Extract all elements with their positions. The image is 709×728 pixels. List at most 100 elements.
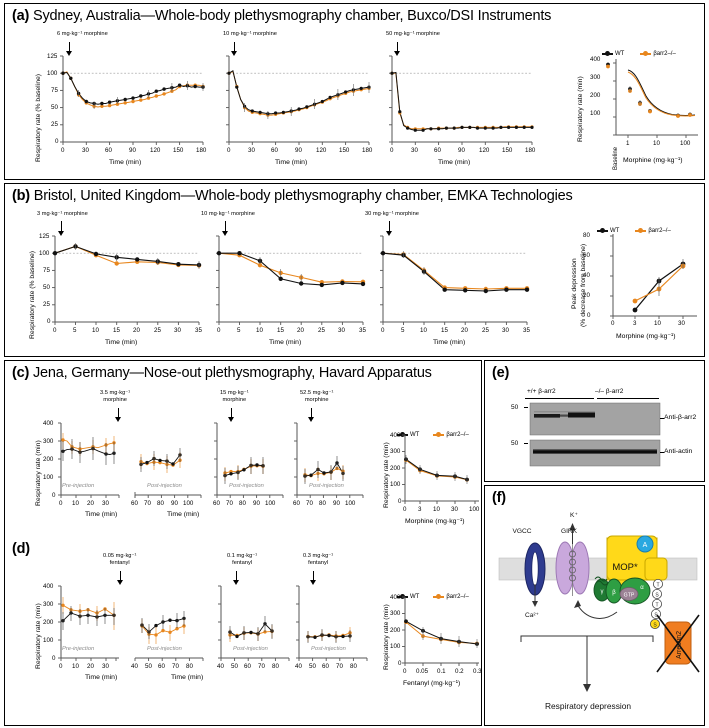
panel-c-dr-ytick-0: 0	[398, 498, 402, 505]
panel-a-ytick-125: 125	[47, 53, 58, 60]
legend-label-wt-c: WT	[410, 432, 420, 438]
panel-d-dr-xtick-01: 0.1	[437, 668, 446, 675]
panel-c-xtick-2-90: 90	[171, 500, 178, 507]
panel-a-xtick-2-0: 0	[227, 147, 231, 154]
legend-item-ko-d: βarr2–/–	[433, 593, 469, 601]
panel-c-inject-arrow-4	[311, 408, 313, 419]
panel-d-ytick-100: 100	[43, 637, 54, 644]
panel-a-dr-ytick-200: 200	[590, 92, 601, 99]
panel-c-ytick-0: 0	[52, 492, 56, 499]
panel-b-inject-arrowhead-2	[222, 231, 228, 236]
panel-b-xtick-2-10: 10	[256, 327, 263, 334]
panel-c-dr-xtick-30: 30	[451, 506, 458, 513]
panel-c-xlabel-3: Time (min)	[167, 511, 200, 518]
panel-b-dr-xtick-10: 10	[654, 320, 661, 327]
panel-c-xtick-4-100: 100	[345, 500, 356, 507]
legend-item-ko: βarr2–/–	[640, 50, 676, 58]
panel-d-xtick-3-70: 70	[258, 663, 265, 670]
legend-item-wt-b: WT	[597, 227, 620, 235]
panel-f-vgcc-label: VGCC	[512, 528, 531, 535]
panel-c-title: (c) Jena, Germany—Nose-out plethysmograp…	[5, 361, 481, 381]
panel-b-dr-xtick-30: 30	[678, 320, 685, 327]
panel-c-plot-1	[58, 422, 120, 498]
panel-c-xtick-4-60: 60	[293, 500, 300, 507]
panel-d-dr-xtick-03: 0.3	[473, 668, 482, 675]
panel-b-xtick-1-0: 0	[53, 327, 57, 334]
panel-b-xtick-3-35: 35	[523, 327, 530, 334]
panel-d-dr-ytick-400: 400	[390, 594, 401, 601]
panel-b-dr-xlabel: Morphine (mg·kg⁻¹)	[616, 333, 676, 340]
panel-d-inject-arrow-3	[236, 571, 238, 582]
legend-label-wt-d: WT	[410, 594, 420, 600]
panel-a-ytick-75: 75	[51, 87, 58, 94]
legend-label-wt: WT	[615, 51, 625, 57]
panel-b-plot-2	[216, 235, 366, 325]
panel-e-lane-left-rule	[525, 398, 594, 399]
panel-b-xlabel-1: Time (min)	[105, 339, 138, 346]
panel-d-dr-xtick-005: 0.05	[416, 668, 429, 675]
panel-f-beta-label: β	[612, 590, 616, 596]
panel-c-dr-ylabel: Respiratory rate (min)	[383, 442, 390, 508]
panel-c-xtick-2-60: 60	[131, 500, 138, 507]
panel-f-alpha-label: α	[640, 585, 644, 591]
panel-c-ytick-400: 400	[43, 420, 54, 427]
panel-d-ylabel: Respiratory rate (min)	[35, 603, 42, 669]
panel-d-phase-1: Pre-injection	[62, 646, 95, 652]
panel-e-band-bottom-tick	[660, 452, 664, 453]
panel-a-dose-1: 6 mg·kg⁻¹ morphine	[57, 31, 108, 37]
panel-a-xtick-3-150: 150	[502, 147, 513, 154]
panel-d-xtick-4-50: 50	[309, 663, 316, 670]
panel-c-phase-4: Post-injection	[309, 483, 344, 489]
panel-b-xtick-3-30: 30	[502, 327, 509, 334]
panel-d-xtick-1-10: 10	[72, 663, 79, 670]
panel-a-dr-xtick-100: 100	[680, 140, 691, 147]
panel-a-dr-xlabel: Morphine (mg·kg⁻¹)	[623, 157, 683, 164]
legend-label-ko: βarr2–/–	[653, 51, 676, 57]
panel-c-inject-arrowhead-4	[308, 417, 314, 422]
panel-c-phase-3: Post-injection	[229, 483, 264, 489]
panel-a-inject-arrow-2	[234, 42, 236, 53]
panel-d-xlabel-2: Time (min)	[85, 674, 118, 681]
panel-b-legend: WT βarr2–/–	[597, 227, 671, 235]
panel-c-xtick-3-100: 100	[265, 500, 276, 507]
panel-d-dose-1: 0.05 mg·kg⁻¹ fentanyl	[103, 553, 137, 567]
legend-label-ko-b: βarr2–/–	[648, 228, 671, 234]
panel-d-dr-ylabel: Respiratory rate (min)	[383, 604, 390, 670]
panel-c-xtick-1-10: 10	[72, 500, 79, 507]
panel-d-xtick-4-40: 40	[295, 663, 302, 670]
panel-d-xtick-2-60: 60	[158, 663, 165, 670]
panel-e-title: (e)	[485, 361, 704, 381]
panel-d-xtick-3-60: 60	[244, 663, 251, 670]
panel-d-dose-response-plot	[402, 596, 479, 666]
panel-d-xtick-3-40: 40	[217, 663, 224, 670]
panel-c-xtick-4-80: 80	[319, 500, 326, 507]
panel-a-inject-arrow-3	[397, 42, 399, 53]
panel-d-ytick-400: 400	[43, 583, 54, 590]
panel-f-outcome-label: Respiratory depression	[545, 701, 631, 711]
legend-label-wt-b: WT	[610, 228, 620, 234]
legend-marker-ko-d	[433, 593, 445, 601]
panel-b-dr-ytick-20: 20	[583, 292, 590, 299]
panel-a-xtick-1-180: 180	[196, 147, 207, 154]
panel-a-title-text: Sydney, Australia—Whole-body plethysmogr…	[32, 8, 552, 24]
panel-b-inject-arrowhead-3	[386, 231, 392, 236]
panel-a-xtick-1-0: 0	[61, 147, 65, 154]
panel-a-dr-ytick-400: 400	[590, 56, 601, 63]
panel-f-girk-label: GIRK	[561, 528, 578, 535]
panel-b-plot-3	[380, 235, 530, 325]
panel-b-xtick-3-5: 5	[401, 327, 405, 334]
panel-a-dr-ytick-100: 100	[590, 110, 601, 117]
panel-b-xtick-1-30: 30	[174, 327, 181, 334]
legend-label-ko-d: βarr2–/–	[446, 594, 469, 600]
panel-d-dr-xlabel: Fentanyl (mg·kg⁻¹)	[403, 680, 461, 687]
panel-f-tag: (f)	[492, 490, 506, 506]
panel-c-phase-2: Post-injection	[147, 483, 182, 489]
panel-b-dr-xtick-0: 0	[611, 320, 615, 327]
panel-e-lane-right-rule	[597, 398, 659, 399]
panel-a-inject-arrowhead-3	[394, 51, 400, 56]
panel-d-dr-ytick-300: 300	[390, 610, 401, 617]
panel-b-ytick-75: 75	[43, 267, 50, 274]
panel-b-xtick-2-30: 30	[338, 327, 345, 334]
panel-a-dr-ytick-300: 300	[590, 74, 601, 81]
panel-d-plot-4	[296, 585, 368, 661]
